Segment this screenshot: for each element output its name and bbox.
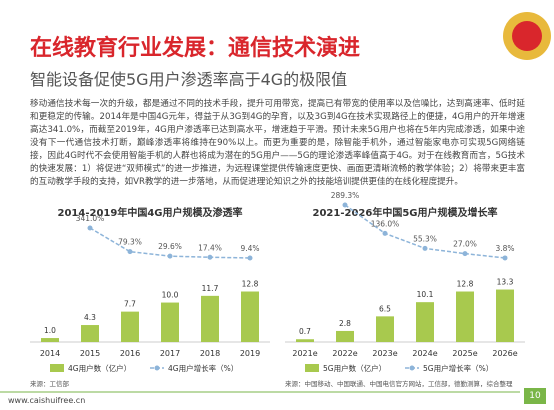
bar (296, 339, 314, 342)
x-tick-label: 2021e (292, 349, 317, 358)
bar-label: 10.1 (417, 290, 434, 299)
legend-label: 5G用户增长率（%） (423, 363, 493, 373)
legend-marker (409, 365, 415, 371)
legend-marker (154, 365, 160, 371)
growth-marker (342, 202, 348, 208)
legend-label: 4G用户数（亿户） (68, 363, 131, 373)
slide-subtitle: 智能设备促使5G用户渗透率高于4G的极限值 (30, 70, 348, 89)
bar-label: 0.7 (299, 327, 311, 336)
bar-label: 12.8 (457, 280, 474, 289)
bar (456, 291, 474, 342)
legend-label: 4G用户增长率（%） (168, 363, 238, 373)
bar-label: 13.3 (497, 278, 514, 287)
x-tick-label: 2018 (200, 349, 220, 358)
x-tick-label: 2026e (492, 349, 517, 358)
growth-marker (207, 254, 213, 260)
x-tick-label: 2022e (332, 349, 357, 358)
bar-label: 1.0 (44, 326, 56, 335)
bar-label: 11.7 (202, 284, 219, 293)
growth-marker (502, 255, 508, 261)
x-tick-label: 2019 (240, 349, 260, 358)
bar-label: 10.0 (162, 291, 179, 300)
growth-label: 136.0% (371, 219, 400, 228)
chart-source: 来源：工信部 (30, 379, 70, 388)
growth-label: 341.0% (76, 214, 105, 223)
page-number: 10 (524, 388, 546, 404)
growth-label: 55.3% (413, 234, 437, 243)
growth-label: 79.3% (118, 238, 142, 247)
bar (416, 302, 434, 342)
x-tick-label: 2025e (452, 349, 477, 358)
bar (376, 316, 394, 342)
x-tick-label: 2014 (40, 349, 60, 358)
bar-label: 2.8 (339, 319, 351, 328)
legend-label: 5G用户数（亿户） (323, 363, 386, 373)
body-text: 移动通信技术每一次的升级，都是通过不同的技术手段，提升可用带宽，提高已有带宽的使… (30, 99, 525, 187)
legend-swatch (305, 364, 319, 372)
chart-source: 来源：中国移动、中国联通、中国电信官方网站，工信部，德勤测算，综合整理 (285, 379, 513, 388)
growth-label: 289.3% (331, 191, 360, 200)
growth-marker (127, 249, 133, 255)
bar (41, 338, 59, 342)
legend-swatch (50, 364, 64, 372)
growth-label: 3.8% (495, 244, 514, 253)
footer-url: www.caishuifree.cn (8, 396, 86, 405)
growth-marker (167, 253, 173, 259)
bar (496, 289, 514, 342)
bar (81, 325, 99, 342)
bar (161, 302, 179, 342)
x-tick-label: 2023e (372, 349, 397, 358)
growth-marker (462, 251, 468, 257)
bar (121, 311, 139, 342)
bar (201, 295, 219, 342)
growth-marker (87, 225, 93, 231)
growth-label: 27.0% (453, 240, 477, 249)
chart-title: 2021-2026年中国5G用户规模及增长率 (313, 206, 498, 219)
bar-label: 12.8 (242, 280, 259, 289)
chart-title: 2014-2019年中国4G用户规模及渗透率 (58, 206, 243, 219)
slide-title: 在线教育行业发展：通信技术演进 (30, 36, 361, 61)
growth-label: 17.4% (198, 243, 222, 252)
bar-label: 7.7 (124, 300, 136, 309)
growth-marker (382, 230, 388, 236)
bar (336, 330, 354, 342)
bar-label: 4.3 (84, 313, 96, 322)
x-tick-label: 2024e (412, 349, 437, 358)
x-tick-label: 2016 (120, 349, 140, 358)
x-tick-label: 2015 (80, 349, 100, 358)
logo-core (512, 21, 542, 51)
bar-label: 6.5 (379, 304, 391, 313)
growth-label: 9.4% (240, 244, 259, 253)
x-tick-label: 2017 (160, 349, 180, 358)
bar (241, 291, 259, 342)
growth-label: 29.6% (158, 242, 182, 251)
growth-marker (247, 255, 253, 261)
growth-marker (422, 245, 428, 251)
